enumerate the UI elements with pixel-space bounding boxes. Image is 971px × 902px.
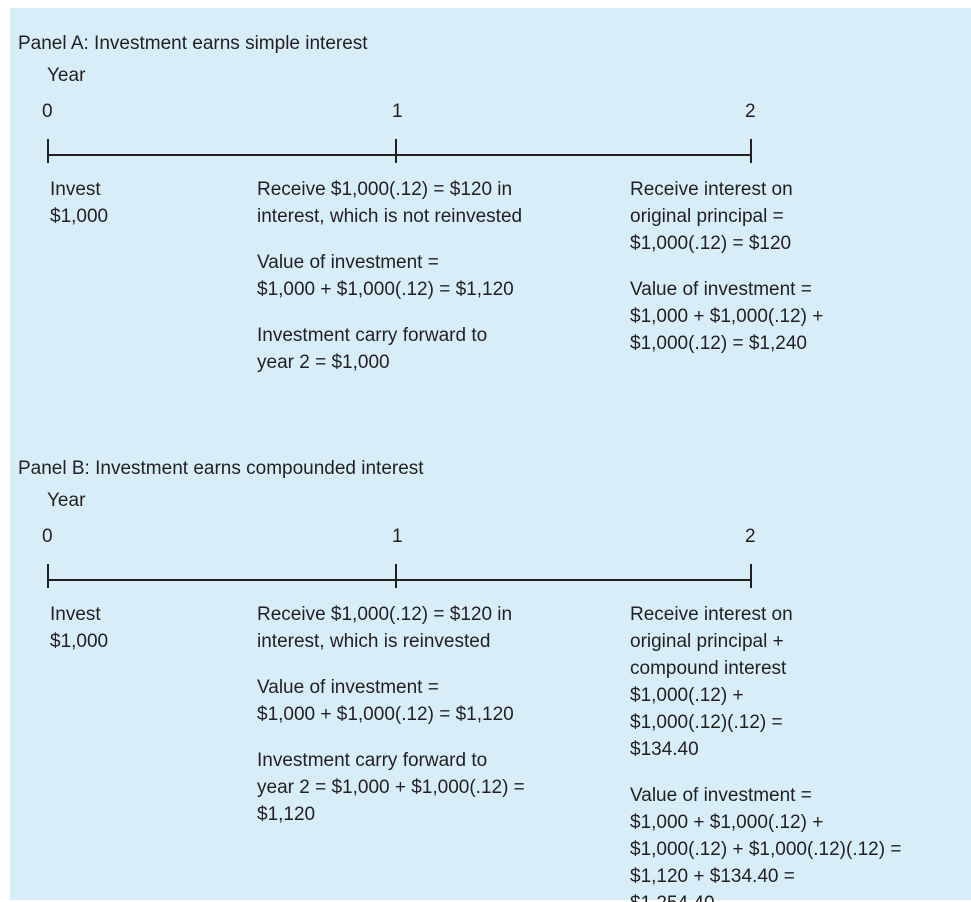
annotation-line: year 2 = $1,000 + $1,000(.12) = xyxy=(257,777,525,798)
annotation-line: $1,000 + $1,000(.12) + xyxy=(630,812,823,833)
annotation-line: year 2 = $1,000 xyxy=(257,352,390,373)
annotation-line: $1,000(.12) = $120 xyxy=(630,233,791,254)
annotation-line: $1,120 xyxy=(257,804,315,825)
annotation-line: original principal = xyxy=(630,206,784,227)
tick-label: 2 xyxy=(745,526,756,547)
annotation-line: $134.40 xyxy=(630,739,699,760)
annotation-line: $1,000 + $1,000(.12) = $1,120 xyxy=(257,704,514,725)
annotation-line: Value of investment = xyxy=(257,252,439,273)
panel-title: Panel B: Investment earns compounded int… xyxy=(18,458,424,479)
axis-label: Year xyxy=(47,490,86,511)
annotation-line: Receive $1,000(.12) = $120 in xyxy=(257,179,512,200)
annotation-line: $1,120 + $134.40 = xyxy=(630,866,795,887)
annotation-line: Value of investment = xyxy=(257,677,439,698)
annotation-line: Value of investment = xyxy=(630,785,812,806)
annotation-line: $1,000 xyxy=(50,206,108,227)
tick-label: 2 xyxy=(745,101,756,122)
annotation-line: $1,000(.12) = $1,240 xyxy=(630,333,807,354)
annotation-line: Investment carry forward to xyxy=(257,325,487,346)
annotation-line: Receive $1,000(.12) = $120 in xyxy=(257,604,512,625)
annotation-line: $1,000(.12)(.12) = xyxy=(630,712,783,733)
annotation-line: $1,000 + $1,000(.12) = $1,120 xyxy=(257,279,514,300)
annotation-line: $1,000 + $1,000(.12) + xyxy=(630,306,823,327)
annotation-line: $1,000 xyxy=(50,631,108,652)
annotation-line: original principal + xyxy=(630,631,784,652)
tick-label: 0 xyxy=(42,101,53,122)
tick-label: 1 xyxy=(392,526,403,547)
tick-label: 0 xyxy=(42,526,53,547)
annotation-line: Investment carry forward to xyxy=(257,750,487,771)
panel-title: Panel A: Investment earns simple interes… xyxy=(18,33,368,54)
annotation-line: $1,000(.12) + xyxy=(630,685,744,706)
background-panel xyxy=(10,8,971,900)
annotation-line: Invest xyxy=(50,604,101,625)
tick-label: 1 xyxy=(392,101,403,122)
annotation-line: Invest xyxy=(50,179,101,200)
axis-label: Year xyxy=(47,65,86,86)
annotation-line: interest, which is not reinvested xyxy=(257,206,522,227)
annotation-line: Receive interest on xyxy=(630,604,793,625)
annotation-line: compound interest xyxy=(630,658,787,679)
annotation-line: $1,254.40 xyxy=(630,893,715,902)
annotation-line: interest, which is reinvested xyxy=(257,631,490,652)
annotation-line: Value of investment = xyxy=(630,279,812,300)
annotation-line: $1,000(.12) + $1,000(.12)(.12) = xyxy=(630,839,901,860)
annotation-line: Receive interest on xyxy=(630,179,793,200)
